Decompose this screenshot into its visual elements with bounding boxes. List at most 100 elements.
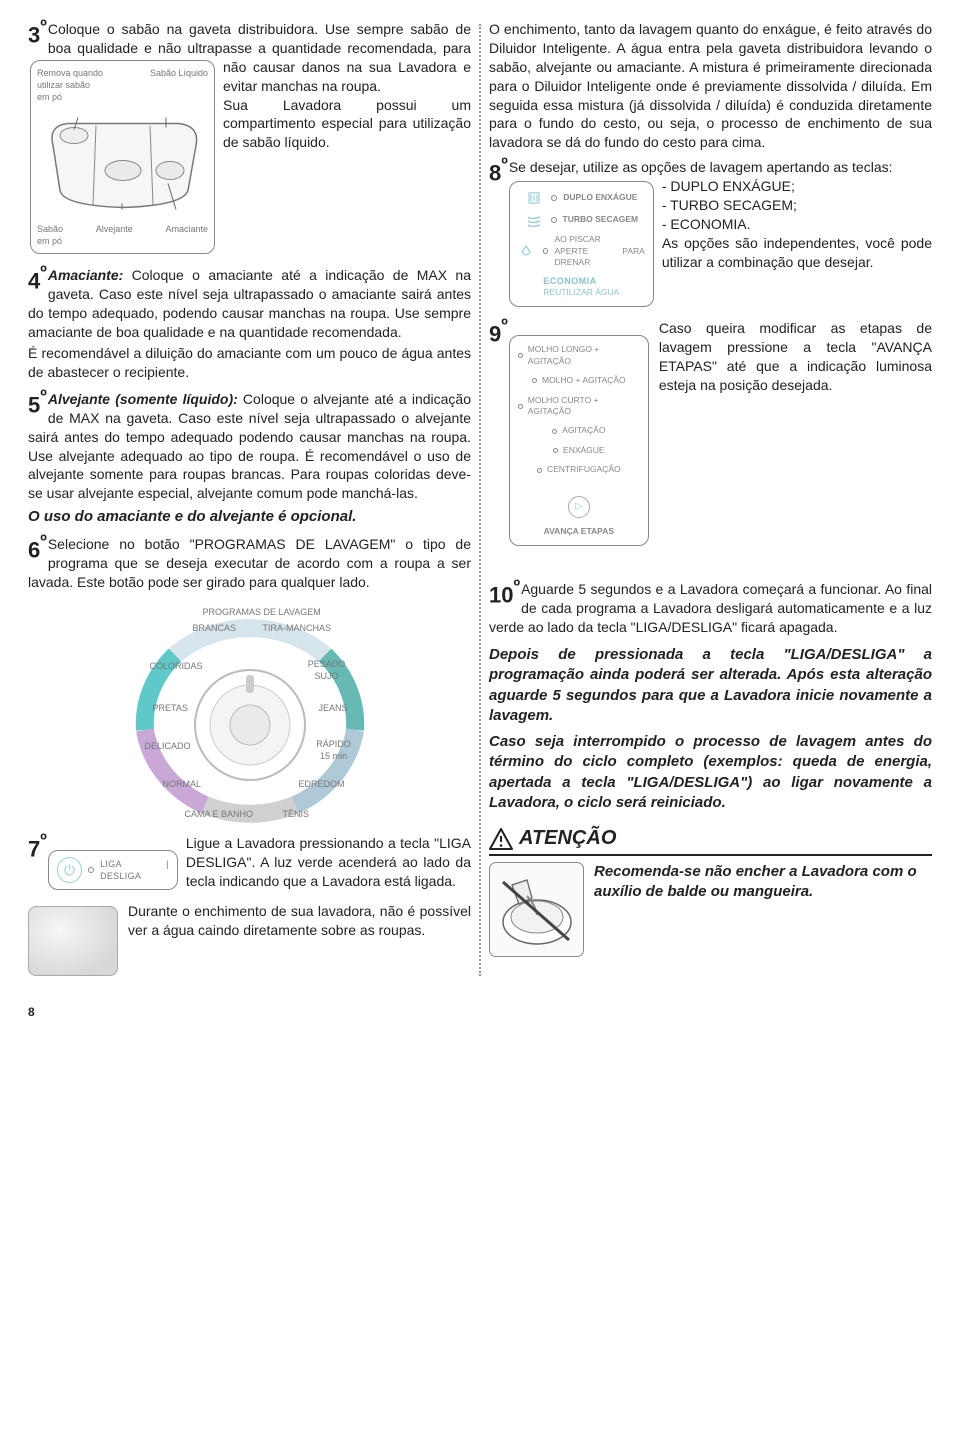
step3-text-3: Sua Lavadora possui um compartimento esp… xyxy=(223,97,471,151)
num: 8 xyxy=(489,161,501,186)
fill-text: Durante o enchimento de sua lavadora, nã… xyxy=(128,903,471,938)
opt-drain1: AO PISCAR xyxy=(554,234,644,245)
step-4: 4º Amaciante: Coloque o amaciante até a … xyxy=(28,266,471,381)
step5-text-2: O uso do amaciante e do alvejante é opci… xyxy=(28,507,471,527)
stages-panel-diagram: MOLHO LONGO + AGITAÇÃO MOLHO + AGITAÇÃO … xyxy=(509,335,649,546)
step7-text: Ligue a Lavadora pressionando a tecla "L… xyxy=(186,835,471,889)
attention-text: Recomenda-se não encher a Lavadora com o… xyxy=(594,862,932,903)
dispenser-label-remove2: utilizar sabão xyxy=(37,79,103,91)
led-icon xyxy=(551,195,557,201)
opt-eco2: REUTILIZAR ÁGUA xyxy=(543,287,619,298)
dispenser-label-remove1: Remova quando xyxy=(37,67,103,79)
step-7: 7º ⏻ LIGA | DESLIGA Ligue a Lavadora pre… xyxy=(28,834,471,894)
attention-box: ATENÇÃO Recomenda-se não encher a Lavado… xyxy=(489,825,932,957)
step-6: 6º Selecione no botão "PROGRAMAS DE LAVA… xyxy=(28,535,471,592)
d-l1: BRANCAS xyxy=(193,622,237,634)
left-column: 3º Coloque o sabão na gaveta distribuido… xyxy=(28,20,471,988)
d-l3: COLORIDAS xyxy=(150,660,203,672)
step3-text-1: Coloque o sabão na gaveta distribuidora.… xyxy=(48,21,471,56)
ord: º xyxy=(40,830,47,850)
stage-3: MOLHO CURTO + AGITAÇÃO xyxy=(528,395,640,418)
dispenser-label-bleach: Alvejante xyxy=(96,223,133,247)
step-5: 5º Alvejante (somente líquido): Coloque … xyxy=(28,390,471,528)
dispenser-label-powder2: em pó xyxy=(37,235,63,247)
note-reinicio: Caso seja interrompido o processo de lav… xyxy=(489,732,932,813)
fill-note: Durante o enchimento de sua lavadora, nã… xyxy=(28,902,471,980)
stage-6: CENTRIFUGAÇÃO xyxy=(547,464,621,475)
step8-text-2: As opções são independentes, você pode u… xyxy=(662,235,932,270)
num: 4 xyxy=(28,269,40,294)
liga-label: LIGA | DESLIGA xyxy=(100,858,169,882)
led-icon xyxy=(551,217,557,223)
step10-text: Aguarde 5 segundos e a Lavadora começará… xyxy=(489,581,932,635)
warning-icon xyxy=(489,828,513,850)
stage-5: ENXÁGUE xyxy=(563,445,605,456)
stage-4: AGITAÇÃO xyxy=(562,425,605,436)
dispenser-label-powder1: Sabão xyxy=(37,223,63,235)
step-9: 9º MOLHO LONGO + AGITAÇÃO MOLHO + AGITAÇ… xyxy=(489,319,932,550)
opt-drain2: APERTE PARA DRENAR xyxy=(554,246,644,269)
opt-turbo: TURBO SECAGEM xyxy=(563,214,639,225)
stage-1: MOLHO LONGO + AGITAÇÃO xyxy=(528,344,640,367)
rinse-icon xyxy=(525,190,543,206)
ord: º xyxy=(40,262,47,282)
ord: º xyxy=(513,576,520,596)
page-number: 8 xyxy=(28,1004,932,1020)
step6-text: Selecione no botão "PROGRAMAS DE LAVAGEM… xyxy=(28,536,471,590)
step9-text: Caso queira modificar as etapas de lavag… xyxy=(659,320,932,393)
led-icon xyxy=(518,404,523,409)
drain-icon xyxy=(518,243,535,259)
step5-text-1: Coloque o alvejante até a indicação de M… xyxy=(28,391,471,501)
num: 7 xyxy=(28,836,40,861)
dial-hdr: PROGRAMAS DE LAVAGEM xyxy=(203,606,321,618)
washer-top-image xyxy=(28,906,118,976)
step-number: 10º xyxy=(489,580,520,606)
step-number: 7º xyxy=(28,834,47,860)
step-3: 3º Coloque o sabão na gaveta distribuido… xyxy=(28,20,471,258)
stage-2: MOLHO + AGITAÇÃO xyxy=(542,375,626,386)
attention-title: ATENÇÃO xyxy=(519,825,616,852)
ord: º xyxy=(40,531,47,551)
led-icon xyxy=(518,353,523,358)
dispenser-label-liquid: Sabão Líquido xyxy=(150,67,208,103)
led-icon xyxy=(537,468,542,473)
stage-btn: AVANÇA ETAPAS xyxy=(544,526,614,537)
program-dial-diagram: PROGRAMAS DE LAVAGEM BRANCAS TIRA-MANCHA… xyxy=(115,600,385,830)
step-10: 10º Aguarde 5 segundos e a Lavadora come… xyxy=(489,580,932,637)
step3-text-2: não causar danos na sua Lavadora e evita… xyxy=(223,59,471,94)
num: 6 xyxy=(28,538,40,563)
d-l9: NORMAL xyxy=(163,778,202,790)
dispenser-diagram: Remova quando utilizar sabão em pó Sabão… xyxy=(30,60,215,255)
step-number: 8º xyxy=(489,158,508,184)
d-l10: EDREDOM xyxy=(299,778,345,790)
ord: º xyxy=(501,315,508,335)
step-number: 4º xyxy=(28,266,47,292)
dispenser-label-softener: Amaciante xyxy=(165,223,208,247)
note-altera: Depois de pressionada a tecla "LIGA/DESL… xyxy=(489,645,932,726)
dry-icon xyxy=(525,212,543,228)
opt-duplo: DUPLO ENXÁGUE xyxy=(563,192,637,203)
d-l11: CAMA E BANHO xyxy=(185,808,254,820)
right-column: O enchimento, tanto da lavagem quanto do… xyxy=(489,20,932,988)
step-number: 5º xyxy=(28,390,47,416)
d-l7: DELICADO xyxy=(145,740,191,752)
ord: º xyxy=(40,16,47,36)
num: 10 xyxy=(489,583,513,608)
d-l8: RÁPIDO 15 min xyxy=(311,738,357,762)
step-number: 6º xyxy=(28,535,47,561)
power-icon: ⏻ xyxy=(57,857,82,883)
dispenser-label-remove3: em pó xyxy=(37,91,103,103)
step4-title: Amaciante: xyxy=(48,267,123,283)
step-8: 8º Se desejar, utilize as opções de lava… xyxy=(489,158,932,311)
led-icon xyxy=(543,248,549,254)
step-number: 9º xyxy=(489,319,508,345)
step-number: 3º xyxy=(28,20,47,46)
d-l5: PRETAS xyxy=(153,702,188,714)
d-l12: TÊNIS xyxy=(283,808,310,820)
d-l4: PESADO SUJO xyxy=(307,658,347,682)
step8-text-1: Se desejar, utilize as opções de lavagem… xyxy=(509,159,893,175)
num: 5 xyxy=(28,392,40,417)
page-layout: 3º Coloque o sabão na gaveta distribuido… xyxy=(28,20,932,988)
led-icon xyxy=(552,429,557,434)
dispenser-svg xyxy=(38,103,208,223)
